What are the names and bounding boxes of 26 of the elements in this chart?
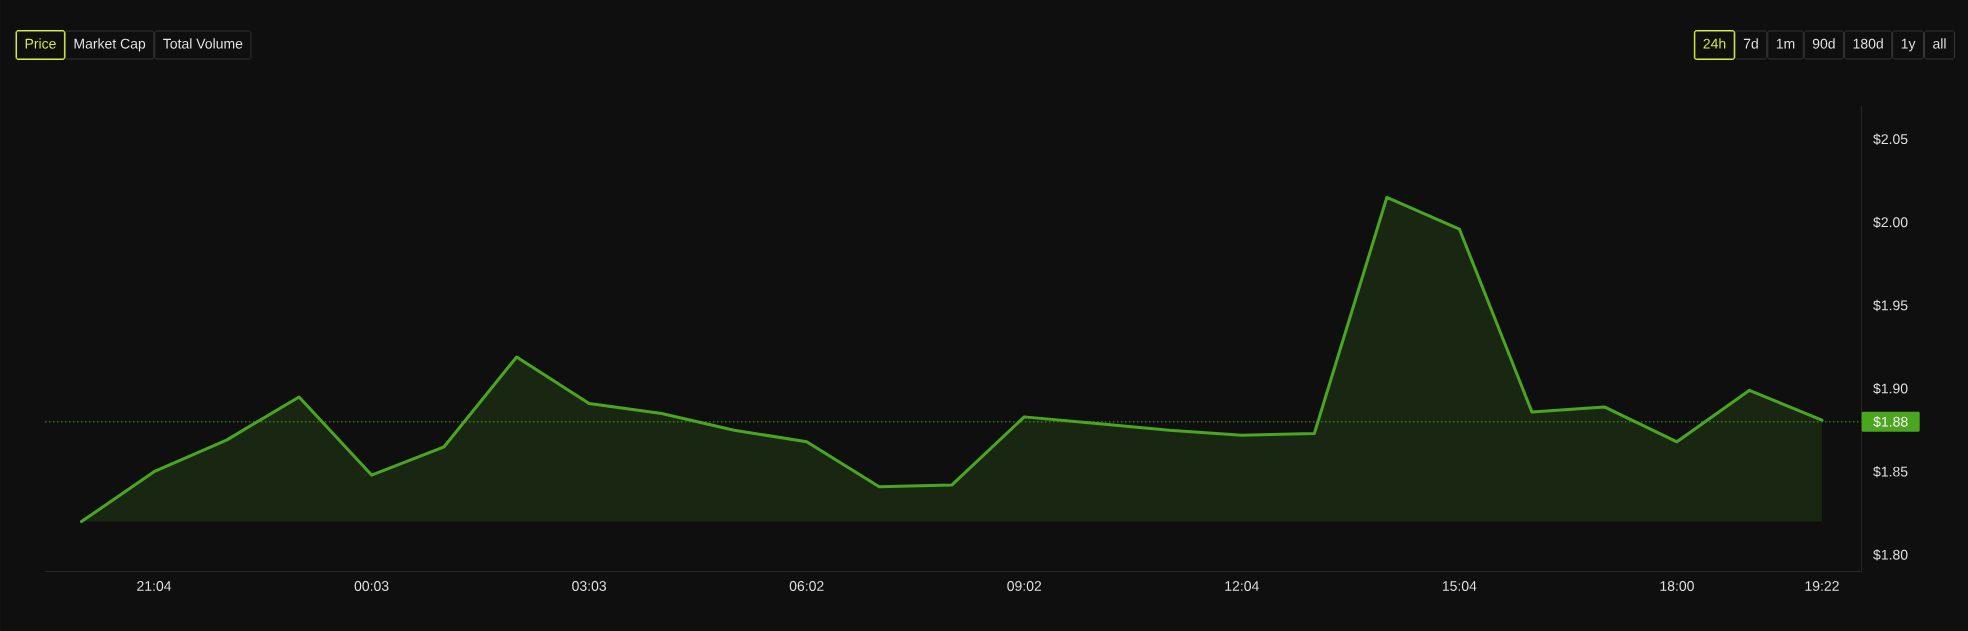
x-tick-label: 03:03 bbox=[572, 581, 607, 591]
text: 90d bbox=[1812, 38, 1835, 49]
x-tick-label: 19:22 bbox=[1805, 581, 1839, 591]
text: Market Cap bbox=[74, 38, 146, 52]
text: Price bbox=[25, 38, 56, 49]
x-tick-label: 15:04 bbox=[1442, 581, 1477, 591]
text: 1m bbox=[1776, 38, 1795, 49]
text: 7d bbox=[1743, 38, 1758, 49]
text: Total Volume bbox=[163, 38, 243, 49]
y-tick-label: $1.85 bbox=[1873, 466, 1908, 478]
x-tick-label: 18:00 bbox=[1660, 581, 1694, 591]
x-tick-label: 06:02 bbox=[789, 581, 824, 591]
y-tick-label: $1.80 bbox=[1873, 549, 1908, 561]
ref-line-label: $1.88 bbox=[1873, 416, 1908, 428]
y-tick-label: $1.95 bbox=[1873, 299, 1908, 312]
x-tick-label: 12:04 bbox=[1225, 581, 1259, 591]
text: 24h bbox=[1703, 38, 1726, 49]
x-tick-label: 00:03 bbox=[354, 581, 389, 591]
text: 1y bbox=[1901, 38, 1916, 52]
y-tick-label: $2.00 bbox=[1873, 216, 1908, 229]
x-tick-label: 21:04 bbox=[137, 581, 172, 591]
text: 180d bbox=[1853, 38, 1883, 49]
y-tick-label: $1.90 bbox=[1873, 382, 1908, 395]
y-tick-label: $2.05 bbox=[1873, 133, 1908, 145]
text: all bbox=[1933, 38, 1946, 49]
x-tick-label: 09:02 bbox=[1007, 581, 1042, 591]
